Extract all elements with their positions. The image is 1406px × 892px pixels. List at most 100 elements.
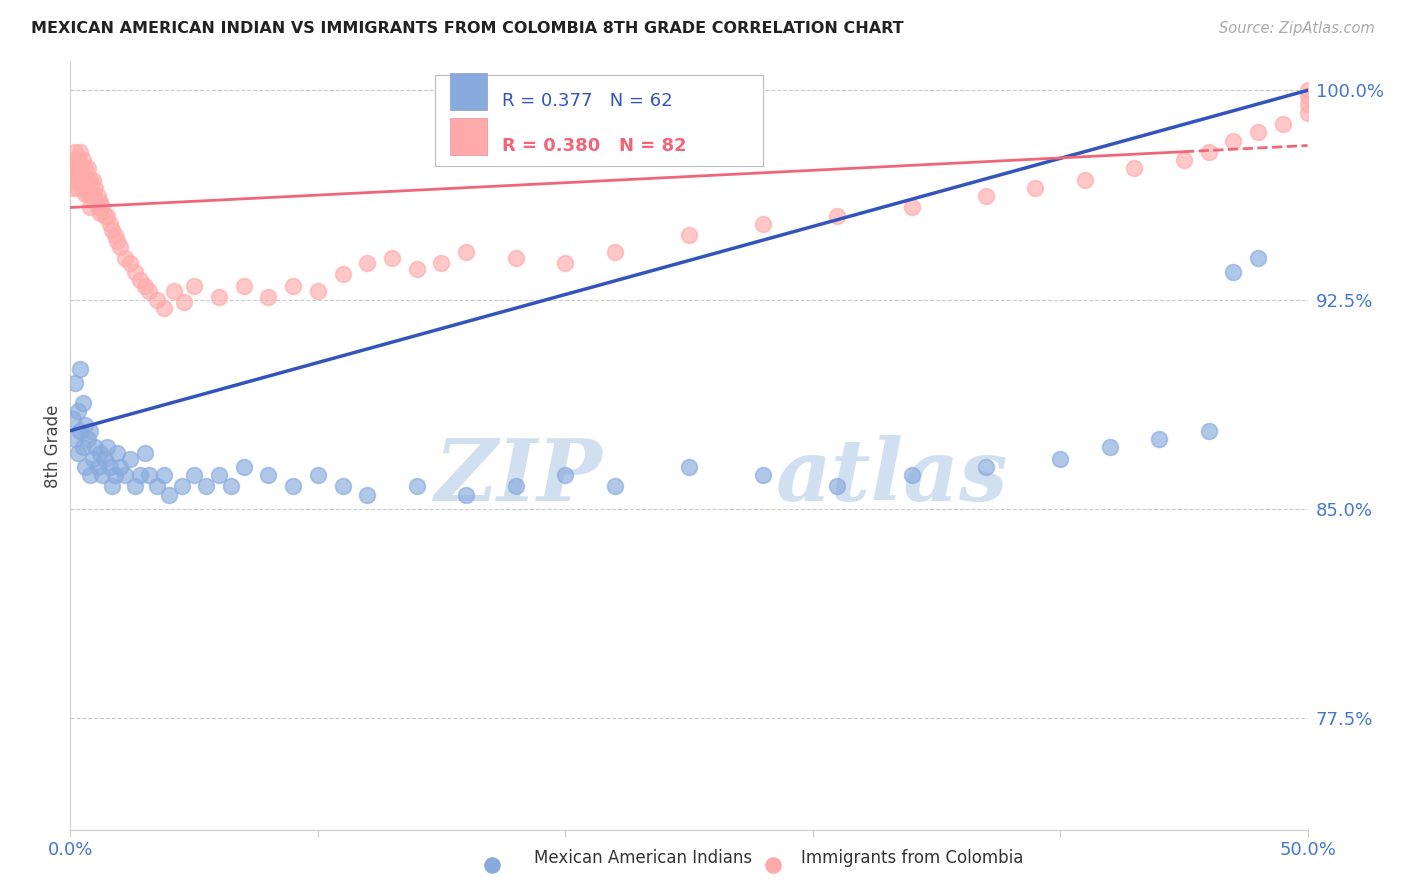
Point <box>232 459 254 474</box>
Point <box>153 301 176 315</box>
Point <box>105 234 128 248</box>
Point <box>1074 172 1097 186</box>
Point <box>257 290 280 304</box>
Point <box>1296 89 1319 103</box>
Point <box>86 189 108 203</box>
Point <box>974 459 997 474</box>
Point <box>72 153 94 167</box>
Point <box>98 217 121 231</box>
Point <box>76 432 98 446</box>
Point <box>332 268 354 282</box>
Point <box>183 278 205 293</box>
Point <box>82 172 104 186</box>
Point <box>170 479 193 493</box>
Point <box>76 186 98 201</box>
Point <box>554 468 576 483</box>
Point <box>65 145 87 159</box>
Point <box>82 186 104 201</box>
Point <box>66 446 89 460</box>
Point <box>1296 105 1319 120</box>
Point <box>762 858 785 872</box>
Point <box>69 362 91 376</box>
Point <box>1198 424 1220 438</box>
Point <box>66 404 89 418</box>
Point <box>138 468 160 483</box>
Point <box>94 451 117 466</box>
Point <box>281 479 304 493</box>
Point <box>1024 181 1046 195</box>
Point <box>1222 265 1244 279</box>
Point <box>456 488 478 502</box>
Point <box>153 468 176 483</box>
Point <box>89 446 111 460</box>
Point <box>208 468 231 483</box>
Point <box>104 228 127 243</box>
Point <box>65 172 87 186</box>
Point <box>163 284 186 298</box>
Point <box>505 251 527 265</box>
Point <box>76 172 98 186</box>
Point <box>79 172 101 186</box>
Point <box>307 468 329 483</box>
Point <box>79 201 101 215</box>
Point <box>332 479 354 493</box>
Point <box>603 245 626 260</box>
Point <box>128 468 150 483</box>
Point <box>208 290 231 304</box>
Point <box>1198 145 1220 159</box>
Point <box>381 251 404 265</box>
Point <box>405 261 427 276</box>
Point <box>84 181 107 195</box>
Point <box>900 468 922 483</box>
Point <box>1296 83 1319 97</box>
Point <box>456 245 478 260</box>
Point <box>138 284 160 298</box>
Point <box>62 412 84 426</box>
Point <box>678 459 700 474</box>
Point <box>101 223 124 237</box>
Point <box>72 181 94 195</box>
Point <box>75 186 97 201</box>
Point <box>128 273 150 287</box>
Point <box>86 459 108 474</box>
Point <box>69 424 91 438</box>
Point <box>98 459 121 474</box>
Point <box>281 278 304 293</box>
Point <box>108 459 131 474</box>
Text: R = 0.380   N = 82: R = 0.380 N = 82 <box>502 136 686 155</box>
Point <box>89 194 111 209</box>
Point <box>62 167 84 181</box>
Point <box>827 479 849 493</box>
Bar <box>450 119 488 155</box>
Point <box>1247 251 1270 265</box>
Point <box>118 256 141 270</box>
Point <box>146 479 169 493</box>
Point <box>72 441 94 455</box>
Point <box>183 468 205 483</box>
Point <box>65 432 87 446</box>
Point <box>481 858 503 872</box>
Point <box>356 488 378 502</box>
Point <box>84 441 107 455</box>
Point <box>75 459 97 474</box>
Point <box>79 424 101 438</box>
Point <box>96 441 118 455</box>
Point <box>82 451 104 466</box>
Point <box>62 153 84 167</box>
Point <box>1098 441 1121 455</box>
Y-axis label: 8th Grade: 8th Grade <box>44 404 62 488</box>
Point <box>974 189 997 203</box>
Point <box>94 209 117 223</box>
Point <box>65 376 87 391</box>
Point <box>1147 432 1170 446</box>
Point <box>356 256 378 270</box>
Point <box>72 396 94 410</box>
Text: Source: ZipAtlas.com: Source: ZipAtlas.com <box>1219 21 1375 36</box>
Bar <box>450 73 488 110</box>
Point <box>91 201 114 215</box>
Point <box>1123 161 1146 176</box>
Point <box>118 451 141 466</box>
Point <box>1222 134 1244 148</box>
Point <box>101 479 124 493</box>
Point <box>195 479 218 493</box>
